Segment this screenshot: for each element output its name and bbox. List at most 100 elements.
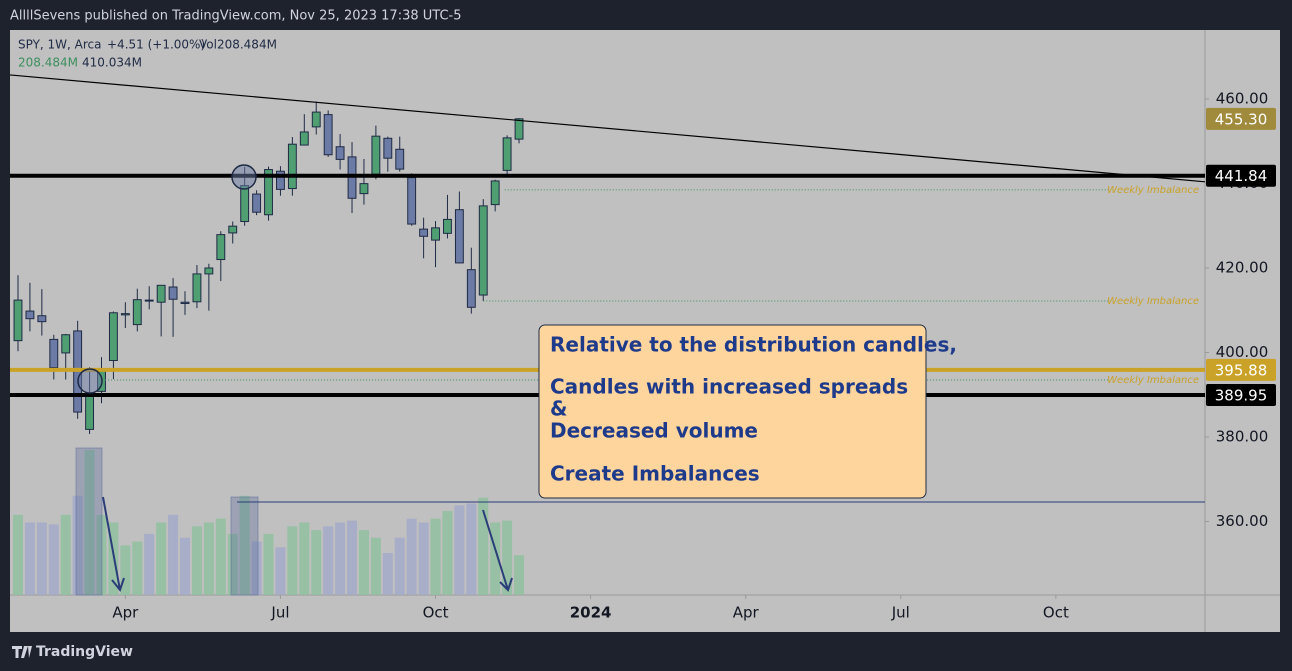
candle-body (264, 169, 273, 216)
volume-bar (60, 514, 71, 595)
candle-body (359, 183, 369, 195)
imbalance-label: Weekly Imbalance (1107, 375, 1199, 386)
volume-bar (466, 503, 477, 595)
volume-bar (24, 522, 35, 595)
volume-bar (215, 518, 226, 595)
candle-body (383, 137, 393, 159)
candle-body (407, 177, 417, 225)
volume-bar (382, 553, 393, 595)
candle-body (204, 267, 214, 275)
candle-body (49, 338, 59, 369)
candle-body (61, 334, 71, 354)
volume-bar (287, 526, 298, 595)
volume-bar (239, 495, 250, 595)
volume-bar (203, 522, 214, 595)
candle-body (466, 269, 476, 308)
legend-volume-ma: 410.034M (82, 56, 142, 70)
volume-bar (275, 547, 286, 595)
volume-bar (36, 522, 47, 595)
annotation-text: Candles with increased spreads (550, 375, 908, 399)
price-axis: 360.00380.00400.00420.00440.00460.00AprJ… (112, 89, 1276, 622)
legend-volume: Vol208.484M (199, 38, 277, 52)
candle-body (192, 273, 202, 303)
candle-body (168, 286, 178, 300)
volume-bar (490, 522, 501, 595)
candle-body (216, 234, 226, 261)
candle-body (240, 185, 250, 223)
y-tick-label: 360.00 (1216, 512, 1269, 530)
candle-body (180, 301, 190, 304)
price-label: 389.95 (1215, 386, 1268, 404)
candle-body (156, 284, 166, 303)
candle-body (454, 209, 464, 264)
volume-bar (12, 514, 24, 595)
arrow (482, 509, 513, 592)
annotation-text: & (550, 397, 567, 421)
legend: SPY, 1W, Arca +4.51 (+1.00%) Vol208.484M… (18, 38, 277, 70)
volume-bar (311, 530, 322, 595)
candle-body (120, 313, 130, 316)
candle-body (490, 180, 500, 206)
annotation-box (538, 324, 927, 499)
volume-bar (72, 495, 83, 595)
volume-bar (132, 541, 143, 595)
drawings (75, 164, 1205, 596)
x-tick-label: Oct (1043, 604, 1069, 622)
volume-bar (358, 530, 369, 595)
volume-bar (299, 522, 310, 595)
price-label: 455.30 (1215, 110, 1268, 128)
candle-body (419, 228, 429, 237)
price-label: 441.84 (1215, 167, 1268, 185)
arrow (102, 496, 125, 593)
volume-bar (156, 522, 167, 595)
volume-bar (263, 533, 274, 595)
volume-bar (179, 537, 191, 595)
x-tick-label: Apr (112, 604, 139, 622)
volume-bar (347, 520, 358, 595)
volume-bar (168, 514, 179, 595)
footer-logo: TradingView (36, 644, 133, 660)
candle-body (478, 205, 488, 296)
volume-bar (478, 497, 489, 595)
price-label: 395.88 (1215, 361, 1268, 379)
candle-body (395, 148, 405, 170)
candle-body (371, 135, 381, 175)
volume-bar (144, 533, 155, 595)
candle-body (85, 394, 95, 430)
x-tick-label: Jul (891, 604, 910, 622)
y-tick-label: 460.00 (1216, 89, 1269, 107)
candle-body (299, 131, 309, 146)
x-tick-label: Oct (423, 604, 449, 622)
annotation-text: Create Imbalances (550, 462, 760, 486)
candle-body (311, 111, 321, 128)
circle-marker (231, 164, 257, 190)
volume-bar (418, 522, 429, 595)
candle-body (335, 146, 345, 160)
x-tick-label: Apr (733, 604, 760, 622)
candle-body (514, 118, 524, 140)
volume-bar (251, 541, 262, 595)
y-tick-label: 380.00 (1216, 427, 1269, 445)
price-label-bg (1206, 164, 1276, 187)
trendline (9, 74, 1206, 183)
volume-bar (514, 555, 525, 595)
annotation-text: Decreased volume (550, 419, 758, 443)
volume-bar (430, 518, 441, 595)
candle-body (431, 227, 440, 241)
volume-bar (335, 522, 346, 595)
volume-bar (48, 524, 59, 595)
volume-bar (84, 450, 95, 595)
candle-body (228, 225, 238, 234)
candle-body (287, 143, 297, 190)
price-label-bg (1206, 107, 1276, 130)
price-label-bg (1206, 358, 1276, 381)
legend-symbol: SPY, 1W, Arca (18, 38, 102, 52)
candle-body (443, 218, 452, 234)
candle-body (323, 114, 333, 156)
circle-marker (77, 368, 103, 394)
annotation-text: Relative to the distribution candles, (550, 333, 957, 357)
candle-body (37, 315, 47, 323)
candle-body (108, 312, 118, 362)
volume-bar (323, 526, 334, 595)
